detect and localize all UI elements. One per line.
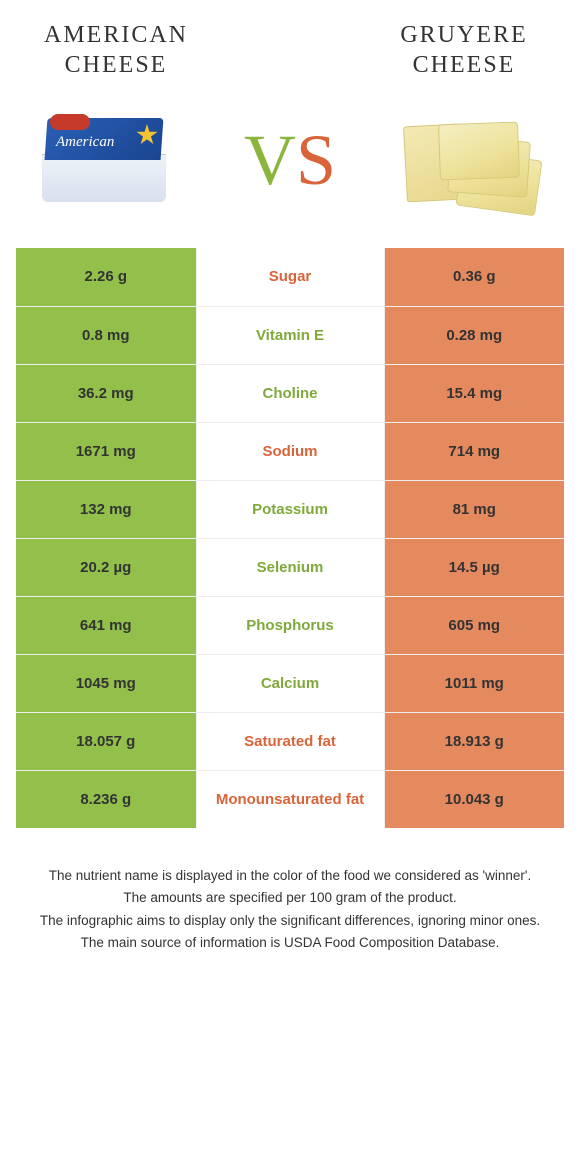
table-row: 18.057 gSaturated fat18.913 g xyxy=(16,712,564,770)
nutrient-name-cell: Potassium xyxy=(196,480,384,538)
right-value-cell: 18.913 g xyxy=(384,712,564,770)
right-value-cell: 81 mg xyxy=(384,480,564,538)
left-value-cell: 0.8 mg xyxy=(16,306,196,364)
table-row: 8.236 gMonounsaturated fat10.043 g xyxy=(16,770,564,828)
left-value-cell: 1671 mg xyxy=(16,422,196,480)
images-row: American VS xyxy=(16,100,564,220)
header: AMERICAN CHEESE GRUYERE CHEESE xyxy=(16,20,564,80)
nutrient-name-cell: Choline xyxy=(196,364,384,422)
nutrient-name-cell: Sodium xyxy=(196,422,384,480)
package-brand-label: American xyxy=(56,134,114,151)
table-row: 641 mgPhosphorus605 mg xyxy=(16,596,564,654)
right-value-cell: 0.36 g xyxy=(384,248,564,306)
table-row: 20.2 µgSelenium14.5 µg xyxy=(16,538,564,596)
nutrient-name-cell: Saturated fat xyxy=(196,712,384,770)
table-row: 36.2 mgCholine15.4 mg xyxy=(16,364,564,422)
right-value-cell: 15.4 mg xyxy=(384,364,564,422)
left-value-cell: 1045 mg xyxy=(16,654,196,712)
right-value-cell: 10.043 g xyxy=(384,770,564,828)
left-food-title: AMERICAN CHEESE xyxy=(16,20,216,80)
left-value-cell: 20.2 µg xyxy=(16,538,196,596)
left-food-image: American xyxy=(24,100,184,220)
left-value-cell: 18.057 g xyxy=(16,712,196,770)
nutrient-name-cell: Vitamin E xyxy=(196,306,384,364)
nutrient-name-cell: Monounsaturated fat xyxy=(196,770,384,828)
footer-line: The nutrient name is displayed in the co… xyxy=(36,866,544,886)
left-value-cell: 8.236 g xyxy=(16,770,196,828)
footer-line: The infographic aims to display only the… xyxy=(36,911,544,931)
right-value-cell: 605 mg xyxy=(384,596,564,654)
vs-v: V xyxy=(244,120,296,200)
vs-s: S xyxy=(296,120,336,200)
right-value-cell: 14.5 µg xyxy=(384,538,564,596)
table-row: 1045 mgCalcium1011 mg xyxy=(16,654,564,712)
footer-notes: The nutrient name is displayed in the co… xyxy=(16,866,564,953)
table-row: 1671 mgSodium714 mg xyxy=(16,422,564,480)
left-value-cell: 641 mg xyxy=(16,596,196,654)
right-value-cell: 1011 mg xyxy=(384,654,564,712)
right-value-cell: 0.28 mg xyxy=(384,306,564,364)
left-value-cell: 132 mg xyxy=(16,480,196,538)
right-food-title: GRUYERE CHEESE xyxy=(364,20,564,80)
cheese-package-icon: American xyxy=(34,110,174,210)
nutrient-name-cell: Phosphorus xyxy=(196,596,384,654)
left-value-cell: 36.2 mg xyxy=(16,364,196,422)
nutrient-name-cell: Sugar xyxy=(196,248,384,306)
footer-line: The amounts are specified per 100 gram o… xyxy=(36,888,544,908)
cheese-slices-icon xyxy=(401,105,551,215)
nutrient-name-cell: Selenium xyxy=(196,538,384,596)
table-row: 132 mgPotassium81 mg xyxy=(16,480,564,538)
comparison-table: 2.26 gSugar0.36 g0.8 mgVitamin E0.28 mg3… xyxy=(16,248,564,828)
footer-line: The main source of information is USDA F… xyxy=(36,933,544,953)
vs-label: VS xyxy=(244,124,336,196)
right-value-cell: 714 mg xyxy=(384,422,564,480)
left-value-cell: 2.26 g xyxy=(16,248,196,306)
nutrient-name-cell: Calcium xyxy=(196,654,384,712)
right-food-image xyxy=(396,100,556,220)
table-row: 0.8 mgVitamin E0.28 mg xyxy=(16,306,564,364)
table-row: 2.26 gSugar0.36 g xyxy=(16,248,564,306)
